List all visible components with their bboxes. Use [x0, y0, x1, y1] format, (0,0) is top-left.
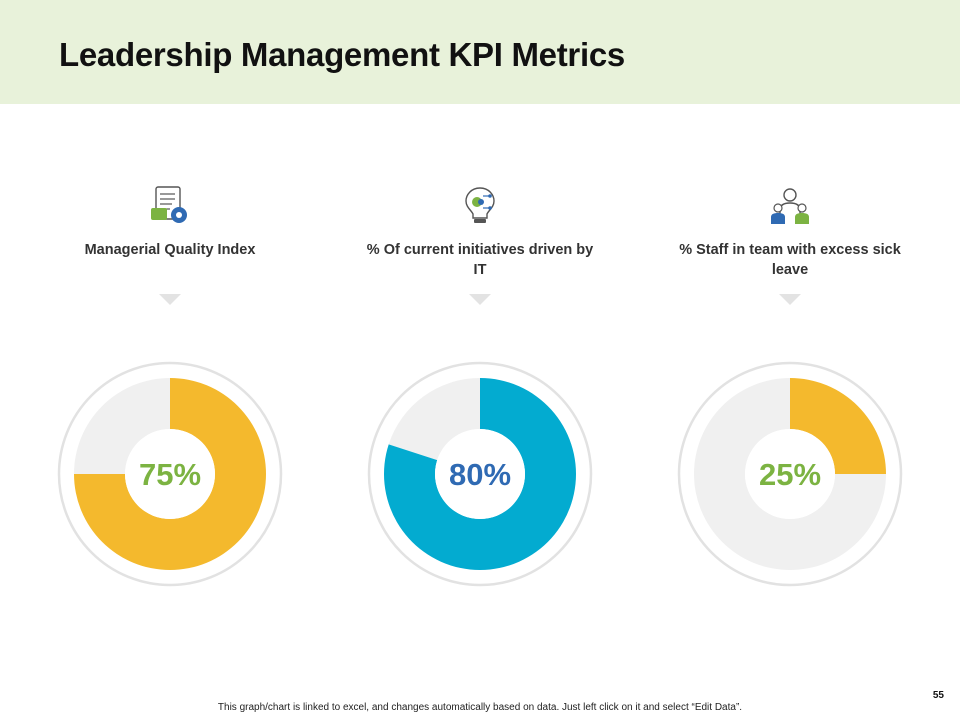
kpi-label-initiatives-it: % Of current initiatives driven by IT [366, 242, 594, 278]
donut-value-slice [384, 378, 576, 570]
donut-chart: 75% [57, 361, 283, 587]
donut-remainder-slice [388, 378, 480, 461]
document-gear-icon [151, 186, 187, 223]
page-title: Leadership Management KPI Metrics [59, 36, 625, 73]
donut-hole [745, 429, 835, 519]
donut-remainder-slice [74, 378, 170, 474]
donut-hole [435, 429, 525, 519]
donut-chart: 80% [367, 361, 593, 587]
donut-center-label: 25% [759, 457, 821, 492]
donut-hole [125, 429, 215, 519]
kpi-label-sick-leave: % Staff in team with excess sick leave [679, 242, 901, 278]
pointer-arrow [779, 294, 801, 305]
kpi-label-managerial-quality: Managerial Quality Index [84, 242, 256, 258]
donut-value-slice [74, 378, 266, 570]
donut-center-label: 75% [139, 457, 201, 492]
pointer-arrow [159, 294, 181, 305]
donut-chart: 25% [677, 361, 903, 587]
header-band: Leadership Management KPI Metrics [0, 0, 960, 104]
donut-remainder-slice [694, 378, 886, 570]
pointer-arrow [469, 294, 491, 305]
team-people-icon [771, 188, 809, 224]
donut-value-slice [790, 378, 886, 474]
donut-center-label: 80% [449, 457, 511, 492]
footnote: This graph/chart is linked to excel, and… [217, 702, 743, 713]
page-number: 55 [932, 690, 944, 701]
lightbulb-circuit-icon [465, 187, 495, 223]
